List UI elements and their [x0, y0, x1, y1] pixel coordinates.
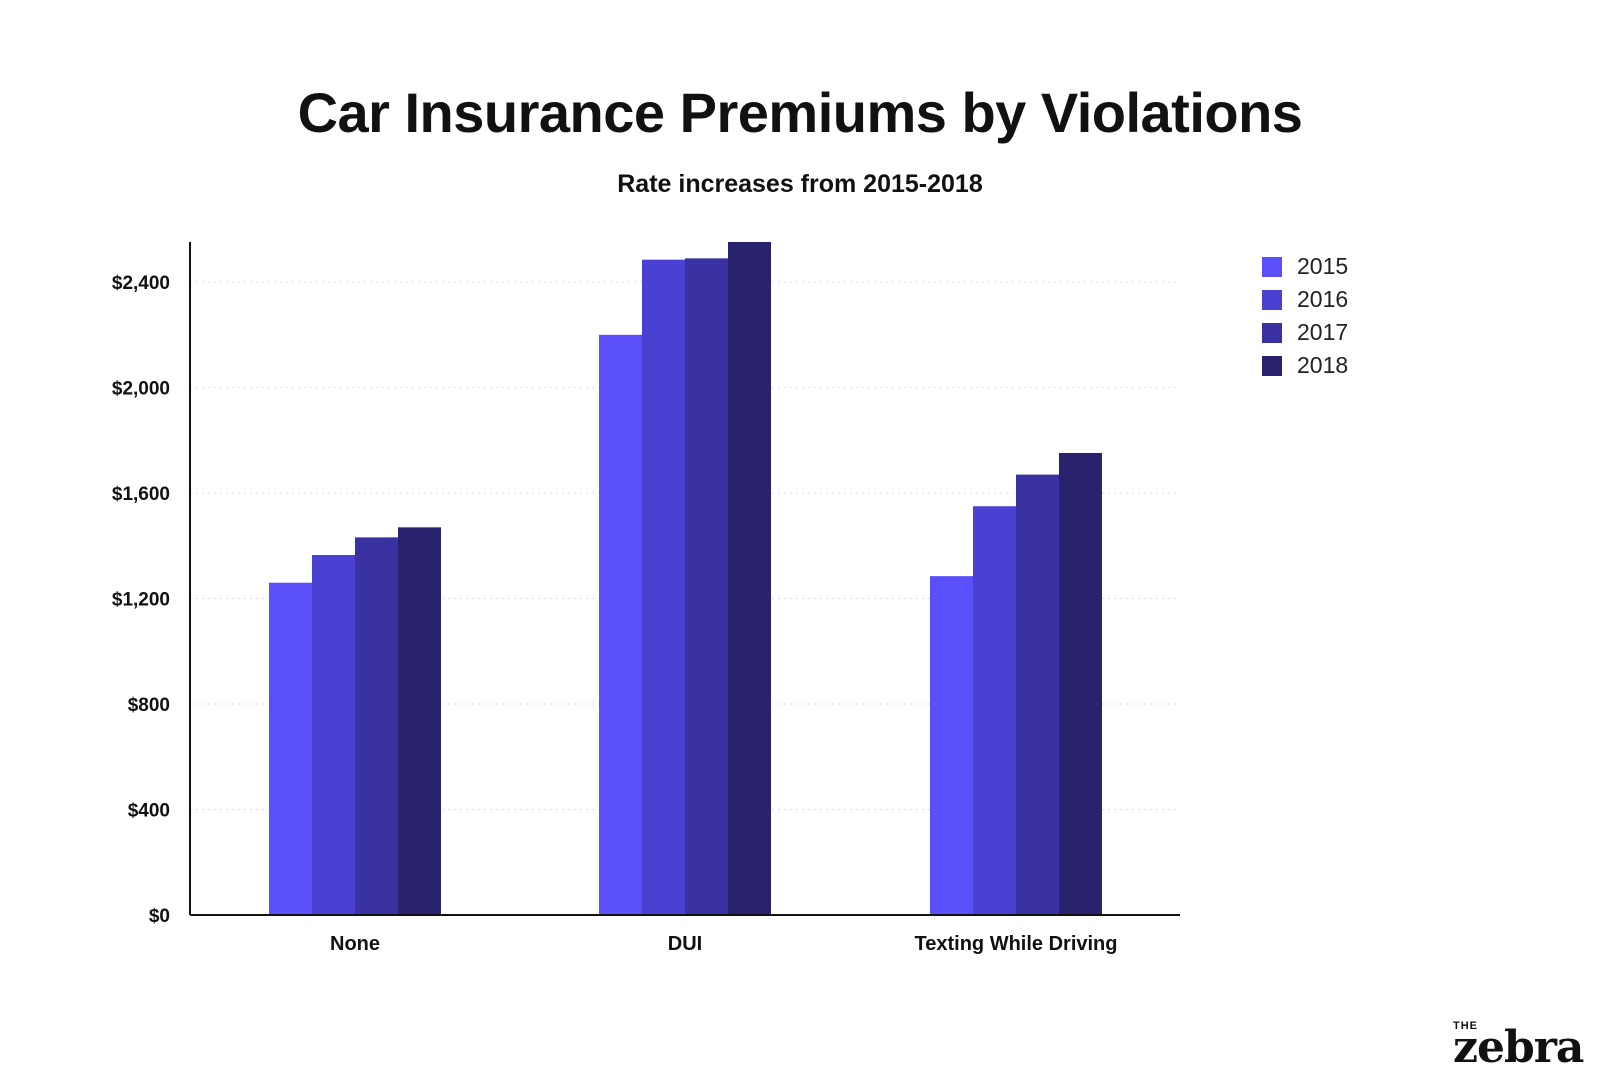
bar-2015 [269, 582, 312, 915]
x-tick-label: None [330, 933, 380, 955]
legend-swatch-2015 [1262, 256, 1282, 277]
legend-label-2017: 2017 [1297, 319, 1349, 345]
x-tick-label: DUI [668, 933, 702, 955]
bar-2016 [973, 506, 1016, 915]
bar-2018 [728, 242, 771, 915]
logo-the-text: THE [1453, 1020, 1478, 1032]
bar-2015 [930, 576, 973, 915]
chart-subtitle: Rate increases from 2015-2018 [617, 170, 983, 198]
logo-wordmark: zebra [1453, 1022, 1584, 1073]
legend-item-2018: 2018 [1262, 349, 1348, 382]
chart-legend: 2015 2016 2017 2018 [1262, 250, 1348, 382]
legend-swatch-2016 [1262, 289, 1282, 310]
legend-item-2017: 2017 [1262, 316, 1348, 349]
bar-2017 [685, 258, 728, 915]
bar-2017 [1016, 474, 1059, 915]
x-tick-label: Texting While Driving [915, 933, 1118, 955]
legend-swatch-2018 [1262, 355, 1282, 376]
bar-2018 [398, 527, 441, 915]
legend-label-2016: 2016 [1297, 286, 1349, 312]
bar-chart: $0 $400 $800 $1,200 $1,600 $2,000 $2,400 None DU… [112, 242, 1180, 955]
y-tick-label: $2,400 [112, 273, 170, 294]
bar-2018 [1059, 452, 1102, 915]
bar-2016 [642, 259, 685, 915]
legend-item-2016: 2016 [1262, 283, 1348, 316]
bar-2015 [599, 334, 642, 915]
bar-2017 [355, 537, 398, 915]
y-tick-label: $1,600 [112, 484, 170, 505]
y-tick-label: $800 [128, 695, 170, 716]
legend-label-2015: 2015 [1297, 253, 1349, 279]
y-tick-label: $0 [149, 906, 170, 927]
legend-item-2015: 2015 [1262, 250, 1348, 283]
legend-swatch-2017 [1262, 322, 1282, 343]
zebra-logo: THE zebra [1453, 1020, 1593, 1072]
legend-label-2018: 2018 [1297, 352, 1349, 378]
y-tick-label: $2,000 [112, 379, 170, 400]
y-tick-label: $1,200 [112, 590, 170, 611]
bar-2016 [312, 555, 355, 915]
y-tick-label: $400 [128, 801, 170, 822]
chart-title: Car Insurance Premiums by Violations [297, 81, 1303, 144]
